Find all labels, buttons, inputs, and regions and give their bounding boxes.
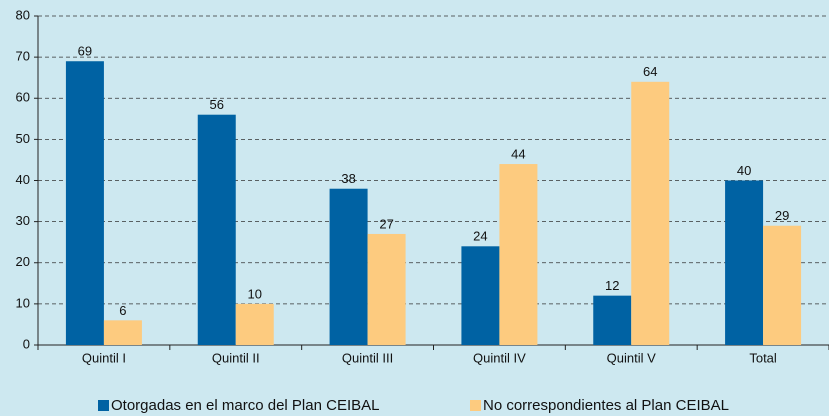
x-tick-label: Quintil V bbox=[607, 350, 656, 365]
legend-label: Otorgadas en el marco del Plan CEIBAL bbox=[111, 397, 379, 414]
data-label: 6 bbox=[119, 303, 126, 318]
data-label: 24 bbox=[473, 229, 487, 244]
bar bbox=[103, 320, 142, 345]
bar bbox=[197, 114, 236, 345]
legend-swatch bbox=[98, 400, 109, 411]
x-tick-label: Quintil III bbox=[342, 350, 393, 365]
bar bbox=[65, 61, 104, 346]
bar bbox=[367, 233, 406, 345]
data-label: 56 bbox=[210, 97, 224, 112]
data-label: 27 bbox=[379, 216, 393, 231]
y-tick-label: 60 bbox=[16, 90, 30, 105]
x-tick-label: Quintil I bbox=[82, 350, 126, 365]
data-label: 10 bbox=[248, 286, 262, 301]
data-label: 38 bbox=[341, 171, 355, 186]
y-tick-label: 80 bbox=[16, 7, 30, 22]
bar bbox=[461, 246, 500, 345]
x-tick-label: Quintil II bbox=[212, 350, 260, 365]
bar bbox=[631, 81, 670, 346]
bar bbox=[725, 180, 764, 345]
legend-label: No correspondientes al Plan CEIBAL bbox=[483, 397, 729, 414]
bar bbox=[763, 225, 802, 345]
y-tick-label: 20 bbox=[16, 254, 30, 269]
y-tick-label: 40 bbox=[16, 172, 30, 187]
data-label: 40 bbox=[737, 163, 751, 178]
data-label: 69 bbox=[78, 44, 92, 59]
data-label: 44 bbox=[511, 146, 525, 161]
data-label: 64 bbox=[643, 64, 657, 79]
y-tick-label: 50 bbox=[16, 131, 30, 146]
data-label: 12 bbox=[605, 278, 619, 293]
bar bbox=[593, 295, 632, 345]
bar bbox=[235, 303, 274, 345]
bar bbox=[329, 188, 368, 345]
y-tick-label: 10 bbox=[16, 295, 30, 310]
y-tick-label: 30 bbox=[16, 213, 30, 228]
y-tick-label: 0 bbox=[23, 336, 30, 351]
legend-swatch bbox=[470, 400, 481, 411]
x-tick-label: Quintil IV bbox=[473, 350, 526, 365]
x-tick-label: Total bbox=[749, 350, 777, 365]
bar bbox=[499, 164, 538, 345]
data-label: 29 bbox=[775, 208, 789, 223]
y-tick-label: 70 bbox=[16, 49, 30, 64]
